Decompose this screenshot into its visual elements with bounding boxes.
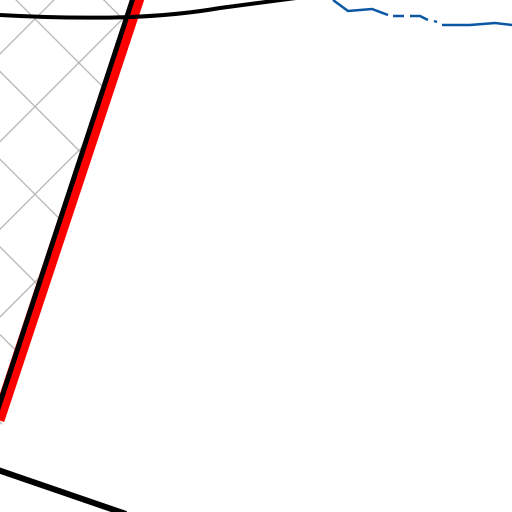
boundary-line	[0, 0, 297, 20]
river-segment	[433, 19, 438, 24]
river-segment	[332, 0, 389, 17]
red-road	[0, 0, 145, 423]
river	[332, 0, 512, 27]
river-segment	[442, 21, 512, 27]
boundary-line	[0, 467, 127, 512]
river-segment	[410, 14, 429, 22]
black-road	[0, 0, 135, 411]
